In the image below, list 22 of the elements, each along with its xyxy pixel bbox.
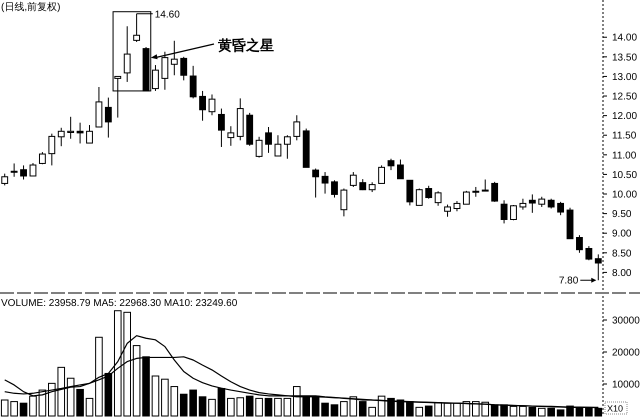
y-tick-label: 14.00 <box>612 32 638 44</box>
y-tick-label: 10000 <box>612 380 640 390</box>
y-tick-label: 13.00 <box>612 72 638 83</box>
y-tick-label: 10.00 <box>612 190 638 201</box>
y-tick-label: 13.50 <box>612 52 638 64</box>
y-tick-label: 9.00 <box>612 228 632 240</box>
y-tick-label: 30000 <box>612 316 640 326</box>
y-tick-label: 10.50 <box>612 170 638 181</box>
annotation: 14.60 <box>154 10 180 21</box>
y-tick-label: 20000 <box>612 348 640 358</box>
y-tick-label: 12.00 <box>612 111 638 122</box>
chart-title: VOLUME: 23958.79 MA5: 22968.30 MA10: 23249.60 <box>1 298 238 309</box>
y-tick-label: 12.50 <box>612 92 638 103</box>
chart-title: (日线,前复权) <box>1 1 60 13</box>
y-tick-label: 11.00 <box>612 150 637 162</box>
y-tick-label: 8.50 <box>612 248 632 260</box>
y-tick-label: 9.50 <box>612 209 632 220</box>
text: X10 <box>607 404 624 414</box>
y-tick-label: 8.00 <box>612 268 632 279</box>
annotation: 黄昏之星 <box>217 37 274 54</box>
annotation: 7.80 <box>558 276 579 287</box>
y-tick-label: 11.50 <box>612 130 637 142</box>
